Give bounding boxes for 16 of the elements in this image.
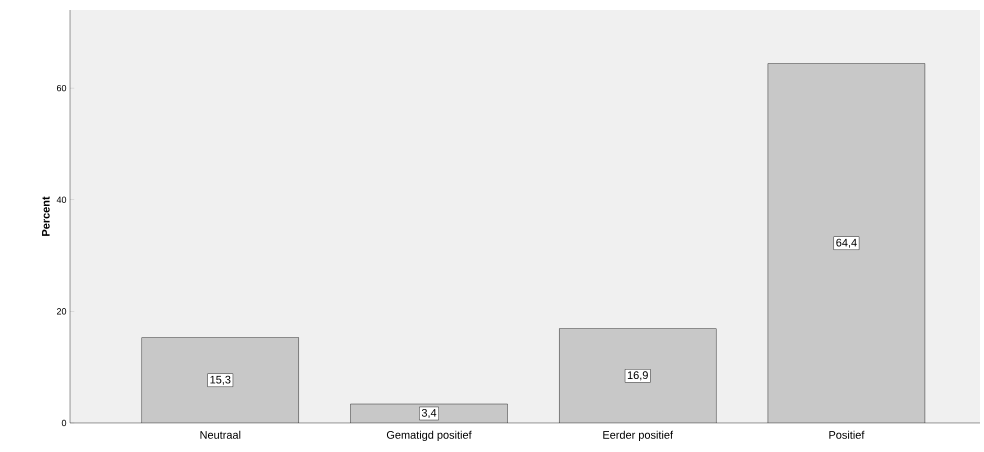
data-label: 64,4 — [836, 238, 857, 248]
data-label: 16,9 — [628, 371, 648, 380]
data-label: 15,3 — [210, 376, 230, 385]
bar — [559, 328, 716, 423]
y-tick-label: 40 — [56, 196, 66, 203]
y-tick-label: 20 — [56, 308, 66, 315]
y-tick-label: 60 — [56, 84, 66, 92]
x-tick-label: Positief — [829, 430, 864, 439]
x-tick-label: Eerder positief — [603, 430, 674, 441]
data-label: 3,4 — [422, 408, 436, 418]
y-tick-label: 0 — [62, 420, 66, 426]
x-tick-label: Gematigd positief — [386, 430, 472, 441]
x-tick-label: Neutraal — [200, 430, 240, 439]
y-axis-title: Percent — [42, 196, 50, 236]
bar — [142, 338, 299, 423]
bar — [768, 63, 926, 423]
